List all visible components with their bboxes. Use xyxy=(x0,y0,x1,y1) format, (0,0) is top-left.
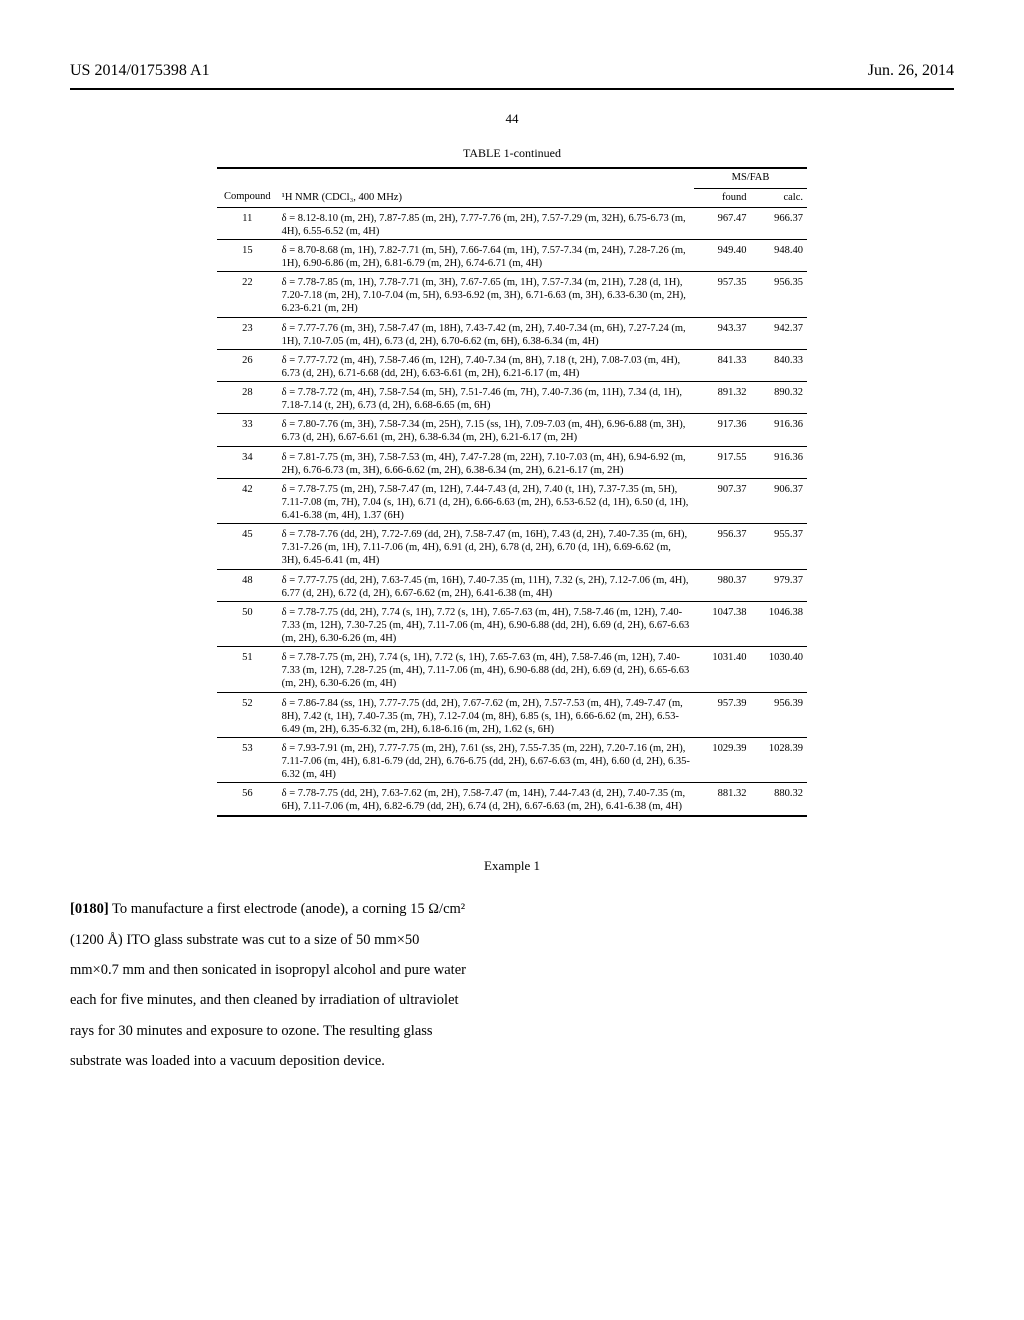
cell-nmr: δ = 7.77-7.72 (m, 4H), 7.58-7.46 (m, 12H… xyxy=(278,349,694,381)
cell-found: 943.37 xyxy=(694,317,750,349)
cell-compound: 26 xyxy=(217,349,278,381)
cell-found: 957.39 xyxy=(694,692,750,737)
cell-nmr: δ = 7.77-7.76 (m, 3H), 7.58-7.47 (m, 18H… xyxy=(278,317,694,349)
cell-nmr: δ = 7.78-7.72 (m, 4H), 7.58-7.54 (m, 5H)… xyxy=(278,382,694,414)
cell-found: 980.37 xyxy=(694,569,750,601)
col-nmr: ¹H NMR (CDCl₃, 400 MHz) xyxy=(278,188,694,207)
table-row: 52δ = 7.86-7.84 (ss, 1H), 7.77-7.75 (dd,… xyxy=(217,692,807,737)
cell-found: 907.37 xyxy=(694,478,750,523)
cell-nmr: δ = 8.70-8.68 (m, 1H), 7.82-7.71 (m, 5H)… xyxy=(278,239,694,271)
table-row: 23δ = 7.77-7.76 (m, 3H), 7.58-7.47 (m, 1… xyxy=(217,317,807,349)
nmr-table-wrap: TABLE 1-continued MS/FAB Compound ¹H NMR… xyxy=(217,145,807,816)
cell-compound: 52 xyxy=(217,692,278,737)
cell-nmr: δ = 7.80-7.76 (m, 3H), 7.58-7.34 (m, 25H… xyxy=(278,414,694,446)
cell-compound: 42 xyxy=(217,478,278,523)
cell-compound: 34 xyxy=(217,446,278,478)
cell-found: 949.40 xyxy=(694,239,750,271)
cell-calc: 880.32 xyxy=(751,783,808,815)
cell-calc: 942.37 xyxy=(751,317,808,349)
paragraph-0180: [0180] To manufacture a first electrode … xyxy=(70,894,470,1077)
cell-found: 1047.38 xyxy=(694,601,750,646)
cell-calc: 956.35 xyxy=(751,272,808,317)
table-row: 48δ = 7.77-7.75 (dd, 2H), 7.63-7.45 (m, … xyxy=(217,569,807,601)
cell-calc: 966.37 xyxy=(751,207,808,239)
header-left: US 2014/0175398 A1 xyxy=(70,60,210,82)
cell-compound: 56 xyxy=(217,783,278,815)
cell-nmr: δ = 7.93-7.91 (m, 2H), 7.77-7.75 (m, 2H)… xyxy=(278,737,694,782)
cell-nmr: δ = 7.78-7.75 (m, 2H), 7.74 (s, 1H), 7.7… xyxy=(278,647,694,692)
table-row: 15δ = 8.70-8.68 (m, 1H), 7.82-7.71 (m, 5… xyxy=(217,239,807,271)
cell-calc: 979.37 xyxy=(751,569,808,601)
cell-found: 891.32 xyxy=(694,382,750,414)
cell-found: 881.32 xyxy=(694,783,750,815)
table-row: 26δ = 7.77-7.72 (m, 4H), 7.58-7.46 (m, 1… xyxy=(217,349,807,381)
cell-calc: 1028.39 xyxy=(751,737,808,782)
cell-nmr: δ = 7.78-7.75 (dd, 2H), 7.63-7.62 (m, 2H… xyxy=(278,783,694,815)
cell-compound: 22 xyxy=(217,272,278,317)
cell-found: 957.35 xyxy=(694,272,750,317)
table-row: 50δ = 7.78-7.75 (dd, 2H), 7.74 (s, 1H), … xyxy=(217,601,807,646)
col-calc: calc. xyxy=(751,188,808,207)
cell-nmr: δ = 7.86-7.84 (ss, 1H), 7.77-7.75 (dd, 2… xyxy=(278,692,694,737)
para-text: To manufacture a first electrode (anode)… xyxy=(70,901,466,1069)
cell-calc: 916.36 xyxy=(751,446,808,478)
cell-compound: 48 xyxy=(217,569,278,601)
nmr-table: MS/FAB Compound ¹H NMR (CDCl₃, 400 MHz) … xyxy=(217,167,807,814)
cell-found: 1031.40 xyxy=(694,647,750,692)
table-row: 34δ = 7.81-7.75 (m, 3H), 7.58-7.53 (m, 4… xyxy=(217,446,807,478)
cell-nmr: δ = 7.78-7.75 (dd, 2H), 7.74 (s, 1H), 7.… xyxy=(278,601,694,646)
cell-compound: 53 xyxy=(217,737,278,782)
cell-nmr: δ = 7.78-7.76 (dd, 2H), 7.72-7.69 (dd, 2… xyxy=(278,524,694,569)
para-number: [0180] xyxy=(70,901,109,917)
cell-compound: 50 xyxy=(217,601,278,646)
cell-nmr: δ = 7.78-7.75 (m, 2H), 7.58-7.47 (m, 12H… xyxy=(278,478,694,523)
cell-found: 1029.39 xyxy=(694,737,750,782)
cell-calc: 955.37 xyxy=(751,524,808,569)
table-row: 42δ = 7.78-7.75 (m, 2H), 7.58-7.47 (m, 1… xyxy=(217,478,807,523)
cell-found: 841.33 xyxy=(694,349,750,381)
cell-found: 956.37 xyxy=(694,524,750,569)
cell-found: 967.47 xyxy=(694,207,750,239)
cell-calc: 916.36 xyxy=(751,414,808,446)
table-row: 11δ = 8.12-8.10 (m, 2H), 7.87-7.85 (m, 2… xyxy=(217,207,807,239)
table-row: 56δ = 7.78-7.75 (dd, 2H), 7.63-7.62 (m, … xyxy=(217,783,807,815)
cell-compound: 33 xyxy=(217,414,278,446)
col-compound: Compound xyxy=(217,188,278,207)
cell-nmr: δ = 7.77-7.75 (dd, 2H), 7.63-7.45 (m, 16… xyxy=(278,569,694,601)
example-heading: Example 1 xyxy=(70,857,954,875)
table-title: TABLE 1-continued xyxy=(217,145,807,161)
page-number: 44 xyxy=(70,110,954,128)
cell-calc: 906.37 xyxy=(751,478,808,523)
cell-compound: 51 xyxy=(217,647,278,692)
ms-fab-header: MS/FAB xyxy=(694,168,807,188)
cell-found: 917.55 xyxy=(694,446,750,478)
cell-nmr: δ = 8.12-8.10 (m, 2H), 7.87-7.85 (m, 2H)… xyxy=(278,207,694,239)
cell-calc: 890.32 xyxy=(751,382,808,414)
table-row: 53δ = 7.93-7.91 (m, 2H), 7.77-7.75 (m, 2… xyxy=(217,737,807,782)
cell-calc: 1030.40 xyxy=(751,647,808,692)
table-row: 22δ = 7.78-7.85 (m, 1H), 7.78-7.71 (m, 3… xyxy=(217,272,807,317)
cell-calc: 956.39 xyxy=(751,692,808,737)
table-row: 28δ = 7.78-7.72 (m, 4H), 7.58-7.54 (m, 5… xyxy=(217,382,807,414)
cell-calc: 840.33 xyxy=(751,349,808,381)
cell-calc: 1046.38 xyxy=(751,601,808,646)
table-row: 33δ = 7.80-7.76 (m, 3H), 7.58-7.34 (m, 2… xyxy=(217,414,807,446)
cell-compound: 45 xyxy=(217,524,278,569)
table-row: 45δ = 7.78-7.76 (dd, 2H), 7.72-7.69 (dd,… xyxy=(217,524,807,569)
header-rule xyxy=(70,88,954,90)
cell-calc: 948.40 xyxy=(751,239,808,271)
cell-compound: 23 xyxy=(217,317,278,349)
cell-nmr: δ = 7.81-7.75 (m, 3H), 7.58-7.53 (m, 4H)… xyxy=(278,446,694,478)
cell-nmr: δ = 7.78-7.85 (m, 1H), 7.78-7.71 (m, 3H)… xyxy=(278,272,694,317)
cell-compound: 11 xyxy=(217,207,278,239)
cell-found: 917.36 xyxy=(694,414,750,446)
cell-compound: 28 xyxy=(217,382,278,414)
header-right: Jun. 26, 2014 xyxy=(868,60,954,82)
table-row: 51δ = 7.78-7.75 (m, 2H), 7.74 (s, 1H), 7… xyxy=(217,647,807,692)
col-found: found xyxy=(694,188,750,207)
cell-compound: 15 xyxy=(217,239,278,271)
